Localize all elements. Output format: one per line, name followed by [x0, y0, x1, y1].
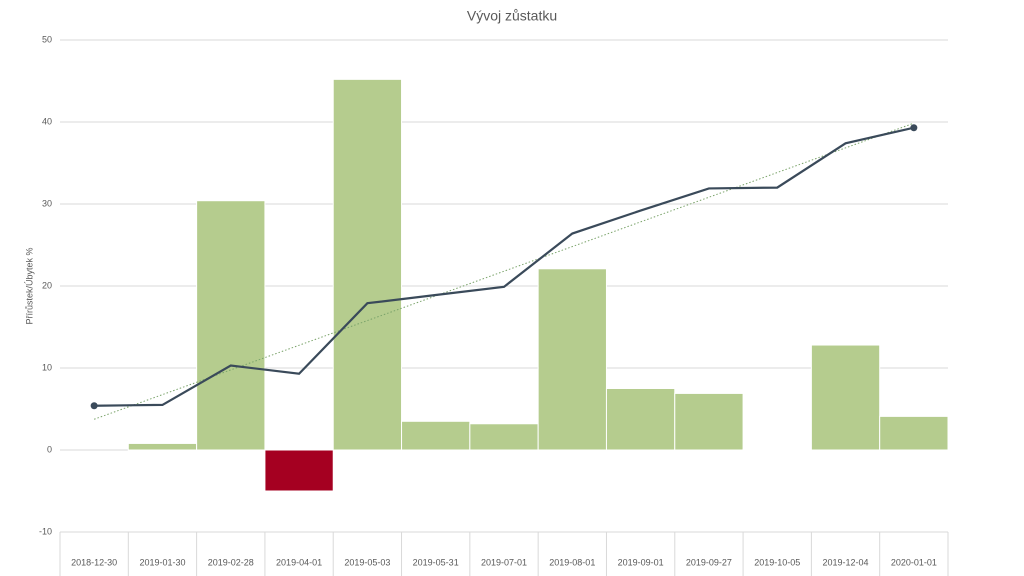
y-tick-label: 30: [42, 198, 52, 208]
bar: [810, 344, 881, 451]
x-tick-label: 2019-08-01: [549, 557, 595, 567]
x-tick-label: 2019-09-01: [618, 557, 664, 567]
bar: [537, 268, 607, 451]
x-tick-label: 2019-07-01: [481, 557, 527, 567]
bar: [742, 448, 812, 451]
x-tick-label: 2019-12-04: [823, 557, 869, 567]
bar: [332, 78, 403, 451]
x-tick-label: 2019-09-27: [686, 557, 732, 567]
x-tick-label: 2018-12-30: [71, 557, 117, 567]
x-tick-label: 2019-04-01: [276, 557, 322, 567]
y-tick-label: 40: [42, 116, 52, 126]
bar: [196, 200, 266, 451]
line: [94, 126, 915, 407]
x-tick-label: 2019-01-30: [139, 557, 185, 567]
y-axis-label: Přírůstek/Úbytek %: [24, 247, 34, 324]
bar: [469, 423, 539, 451]
x-tick-label: 2020-01-01: [891, 557, 937, 567]
bar: [127, 442, 198, 451]
x-tick-label: 2019-10-05: [754, 557, 800, 567]
bar: [605, 388, 676, 451]
bar: [674, 392, 744, 451]
x-tick-label: 2019-05-03: [344, 557, 390, 567]
y-tick-label: 0: [47, 444, 52, 454]
y-tick-label: 50: [42, 34, 52, 44]
bar: [879, 415, 949, 451]
x-tick-label: 2019-02-28: [208, 557, 254, 567]
bar: [401, 420, 471, 451]
chart-title: Vývoj zůstatku: [467, 8, 557, 24]
x-tick-label: 2019-05-31: [413, 557, 459, 567]
y-tick-label: 20: [42, 280, 52, 290]
y-tick-label: 10: [42, 362, 52, 372]
y-tick-label: -10: [39, 526, 52, 536]
line-marker: [90, 402, 98, 410]
bar: [264, 449, 334, 492]
line-marker: [910, 124, 918, 132]
